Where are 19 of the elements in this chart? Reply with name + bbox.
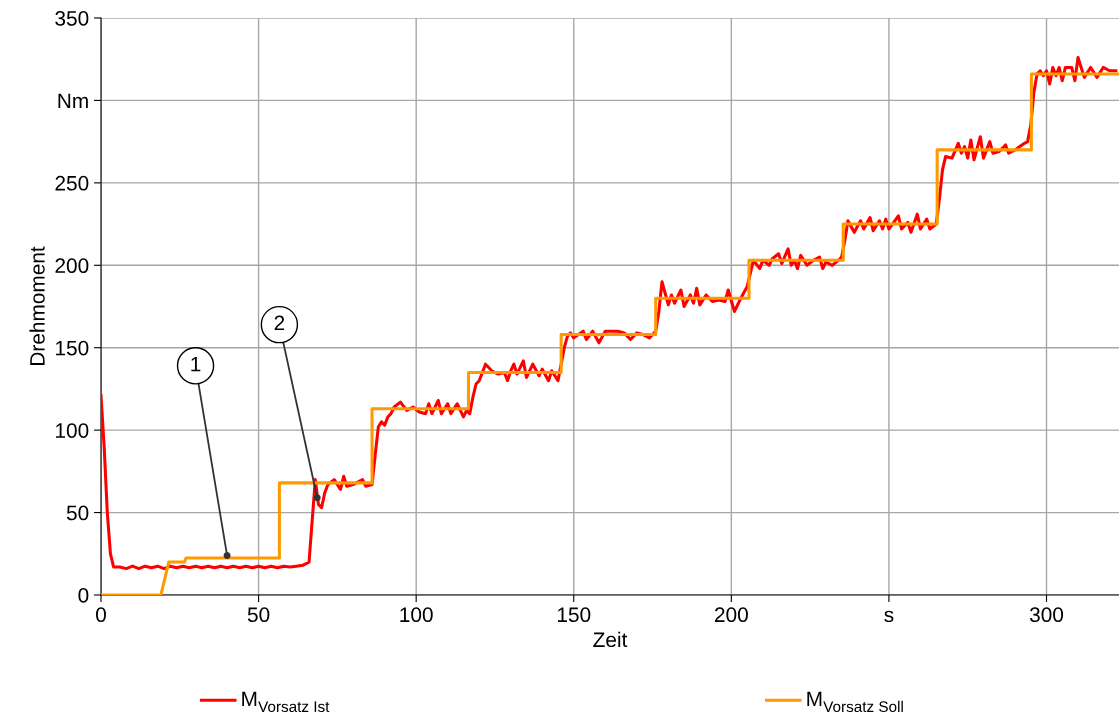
x-tick-label: s	[884, 610, 894, 623]
x-tick-label: 100	[400, 607, 433, 623]
x-tick-label: 0	[96, 607, 106, 623]
annotation: 2	[274, 315, 285, 331]
x-tick-label: 50	[247, 607, 270, 623]
y-tick-label: 200	[55, 258, 89, 274]
y-axis-title: Drehmoment	[29, 246, 45, 365]
x-tick-label: 150	[557, 607, 591, 623]
y-tick-label: Nm	[58, 93, 88, 108]
y-tick-label: 150	[56, 340, 89, 356]
x-tick-label: 300	[1029, 607, 1064, 623]
x-axis-title: Zeit	[593, 631, 628, 648]
y-tick-label: 250	[55, 175, 89, 191]
y-tick-label: 50	[66, 505, 89, 521]
y-tick-label: 100	[56, 423, 89, 438]
annotation: 1	[191, 356, 201, 372]
y-tick-label: 0	[78, 588, 89, 603]
x-tick-label: 200	[715, 607, 748, 623]
y-tick-label: 350	[55, 11, 89, 26]
